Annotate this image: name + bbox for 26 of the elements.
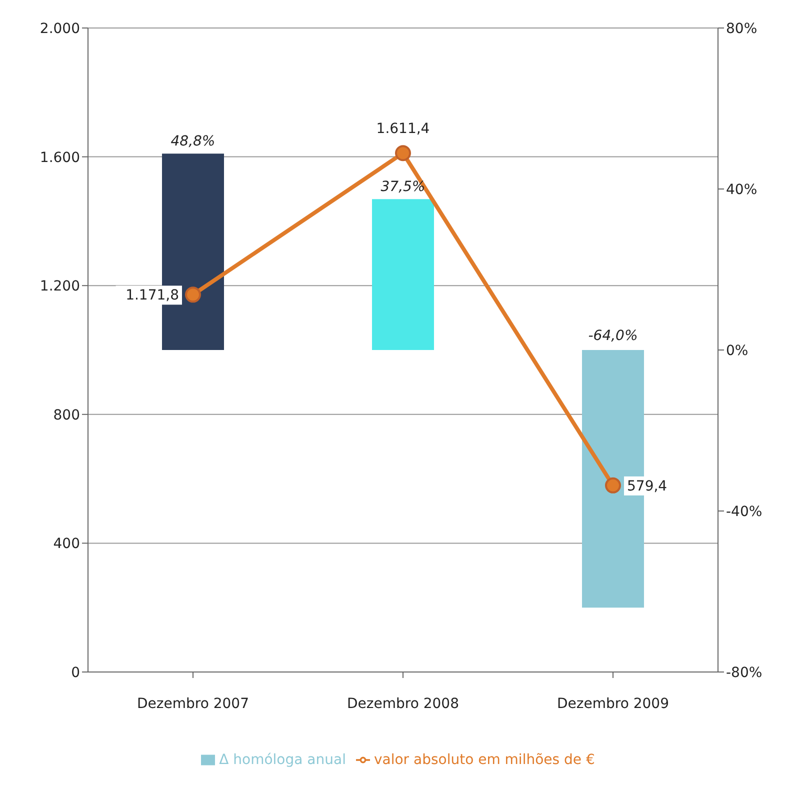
y2-tick-label: 40% <box>726 182 758 198</box>
y-tick-label: 400 <box>53 536 80 552</box>
legend-label: Δ homóloga anual <box>219 752 346 768</box>
point <box>395 145 411 162</box>
y2-tick-label: 0% <box>726 342 748 359</box>
y-tick-label: 2.000 <box>40 20 80 37</box>
x-tick-label: Dezembro 2009 <box>557 696 669 712</box>
x-tick-label: Dezembro 2007 <box>137 696 249 712</box>
data-label: -64,0% <box>588 328 638 344</box>
data-label: 37,5% <box>380 179 426 196</box>
data-label: 48,8% <box>170 134 216 150</box>
legend-label: valor absoluto em milhões de € <box>374 752 595 768</box>
data-label: 1.611,4 <box>376 121 430 138</box>
y-tick-label: 1.600 <box>40 150 80 166</box>
y-tick-label: 0 <box>71 664 80 681</box>
y2-tick-label: 80% <box>726 20 758 37</box>
y2-tick-label: -40% <box>726 504 762 520</box>
bar <box>372 199 434 350</box>
y2-tick-label: -80% <box>726 664 762 681</box>
point <box>605 477 621 494</box>
y-tick-label: 1.200 <box>40 278 80 295</box>
x-tick-label: Dezembro 2008 <box>347 696 459 712</box>
point <box>185 286 201 303</box>
y-tick-label: 800 <box>53 407 80 424</box>
data-label: 579,4 <box>627 478 668 494</box>
data-label: 1.171,8 <box>126 288 179 304</box>
